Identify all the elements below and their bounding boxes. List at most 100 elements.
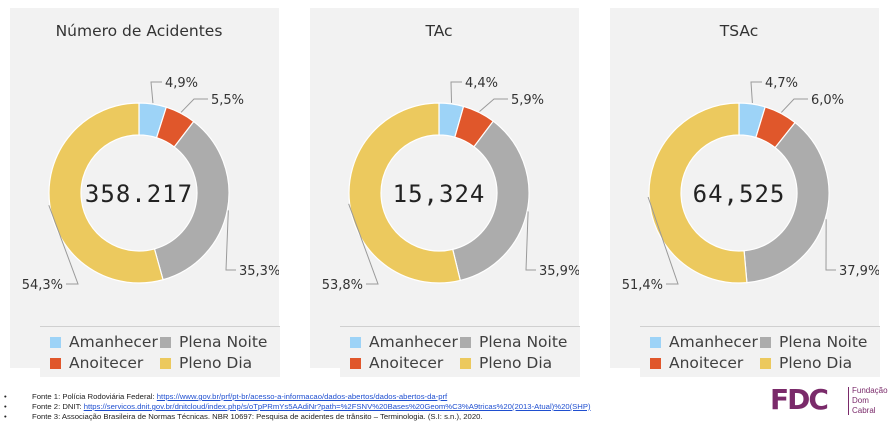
source-1-label: Fonte 1: Polícia Rodoviária Federal: xyxy=(32,392,157,401)
logo-line-3: Cabral xyxy=(852,406,876,415)
slice-pleno-dia xyxy=(348,102,462,284)
data-label-pleno-dia: 51,4% xyxy=(622,278,663,293)
legend-swatch xyxy=(160,357,171,369)
legend-label: Amanhecer xyxy=(669,333,758,351)
legend-label: Plena Noite xyxy=(179,333,268,351)
leader-line xyxy=(750,81,762,104)
leader-line xyxy=(479,98,508,112)
legend-swatch xyxy=(350,357,361,369)
leader-line xyxy=(780,98,808,113)
source-line-3: • Fonte 3: Associação Brasileira de Norma… xyxy=(4,412,744,422)
leader-line xyxy=(450,81,462,103)
leader-line xyxy=(348,203,379,285)
data-label-plena-noite: 35,9% xyxy=(539,264,579,279)
legend-swatch xyxy=(50,336,61,348)
legend-label: Amanhecer xyxy=(69,333,158,351)
data-label-amanhecer: 4,7% xyxy=(765,76,798,91)
legend-item-anoitecer: Anoitecer xyxy=(50,354,143,372)
source-1-link[interactable]: https://www.gov.br/prf/pt-br/acesso-a-in… xyxy=(156,392,448,401)
donut-chart-numero-de-acidentes: Número de Acidentes 4,9% 5,5% 35,3% 54,3% 358… xyxy=(22,22,279,293)
legend-label: Anoitecer xyxy=(69,354,144,372)
legend-swatch xyxy=(350,336,361,348)
data-label-pleno-dia: 53,8% xyxy=(322,278,363,293)
legend-item-amanhecer: Amanhecer xyxy=(50,333,158,351)
leader-line xyxy=(825,219,836,271)
source-3-text: Fonte 3: Associação Brasileira de Normas… xyxy=(32,412,483,421)
legend-item-pleno-dia: Pleno Dia xyxy=(760,354,852,372)
chart-panel-tsac: TSAc 4,7% 6,0% 37,9% 51,4% 64,525 Amanhecer Pl… xyxy=(610,8,880,377)
legend-label: Pleno Dia xyxy=(779,354,853,372)
legend-item-plena-noite: Plena Noite xyxy=(460,333,567,351)
leader-line xyxy=(180,98,208,113)
bullet: • xyxy=(4,392,7,401)
leader-line xyxy=(150,81,162,104)
legend-item-anoitecer: Anoitecer xyxy=(350,354,443,372)
legend-label: Anoitecer xyxy=(369,354,444,372)
legend-swatch xyxy=(160,336,171,348)
slice-pleno-dia xyxy=(48,102,164,284)
data-label-anoitecer: 5,9% xyxy=(511,93,544,108)
source-2-link[interactable]: https://servicos.dnit.gov.br/dnitcloud/i… xyxy=(83,402,591,411)
leader-line xyxy=(48,205,79,285)
sources-footer: • Fonte 1: Polícia Rodoviária Federal: ht… xyxy=(4,392,744,422)
legend-label: Plena Noite xyxy=(479,333,568,351)
legend-swatch xyxy=(460,357,471,369)
slice-plena-noite xyxy=(153,120,230,281)
logo-mark: FDC xyxy=(770,383,829,416)
data-label-plena-noite: 37,9% xyxy=(839,264,879,279)
legend-swatch xyxy=(650,357,661,369)
bullet: • xyxy=(4,402,7,411)
source-line-1: • Fonte 1: Polícia Rodoviária Federal: ht… xyxy=(4,392,744,402)
center-value: 15,324 xyxy=(393,180,486,208)
legend-swatch xyxy=(50,357,61,369)
data-label-anoitecer: 5,5% xyxy=(211,93,244,108)
chart-panel-numero-de-acidentes: Número de Acidentes 4,9% 5,5% 35,3% 54,3% 358… xyxy=(10,8,280,377)
bullet: • xyxy=(4,412,7,421)
center-value: 358.217 xyxy=(85,180,193,208)
legend-label: Anoitecer xyxy=(669,354,744,372)
source-line-2: • Fonte 2: DNIT: https://servicos.dnit.go… xyxy=(4,402,744,412)
chart-title: TAc xyxy=(424,22,452,40)
chart-title: Número de Acidentes xyxy=(56,22,223,40)
slice-plena-noite xyxy=(451,120,530,282)
legend-item-amanhecer: Amanhecer xyxy=(350,333,458,351)
legend-label: Pleno Dia xyxy=(179,354,253,372)
chart-title: TSAc xyxy=(719,22,758,40)
legend-swatch xyxy=(650,336,661,348)
data-label-anoitecer: 6,0% xyxy=(811,93,844,108)
logo-line-2: Dom xyxy=(852,396,869,405)
leader-line xyxy=(525,211,536,271)
logo-divider xyxy=(848,387,849,415)
logo-line-1: Fundação xyxy=(852,386,888,395)
legend-swatch xyxy=(760,357,771,369)
legend-label: Pleno Dia xyxy=(479,354,553,372)
legend-swatch xyxy=(760,336,771,348)
data-label-amanhecer: 4,4% xyxy=(465,76,498,91)
legend-item-plena-noite: Plena Noite xyxy=(160,333,267,351)
legend: Amanhecer Plena Noite Anoitecer Pleno Dia xyxy=(40,326,280,377)
legend-item-pleno-dia: Pleno Dia xyxy=(460,354,552,372)
legend-item-anoitecer: Anoitecer xyxy=(650,354,743,372)
legend-label: Plena Noite xyxy=(779,333,868,351)
legend-item-plena-noite: Plena Noite xyxy=(760,333,867,351)
slice-pleno-dia xyxy=(648,102,748,284)
source-2-label: Fonte 2: DNIT: xyxy=(32,402,84,411)
chart-panel-tac: TAc 4,4% 5,9% 35,9% 53,8% 15,324 Amanhecer Ple… xyxy=(310,8,580,377)
legend-swatch xyxy=(460,336,471,348)
leader-line xyxy=(225,210,236,271)
data-label-plena-noite: 35,3% xyxy=(239,264,279,279)
data-label-amanhecer: 4,9% xyxy=(165,76,198,91)
legend-item-amanhecer: Amanhecer xyxy=(650,333,758,351)
legend: Amanhecer Plena Noite Anoitecer Pleno Dia xyxy=(340,326,580,377)
legend: Amanhecer Plena Noite Anoitecer Pleno Dia xyxy=(640,326,880,377)
legend-item-pleno-dia: Pleno Dia xyxy=(160,354,252,372)
logo-wordmark: Fundação Dom Cabral xyxy=(852,386,888,416)
donut-chart-tac: TAc 4,4% 5,9% 35,9% 53,8% 15,324 xyxy=(322,22,579,293)
fdc-logo: FDC Fundação Dom Cabral xyxy=(770,383,888,418)
legend-label: Amanhecer xyxy=(369,333,458,351)
center-value: 64,525 xyxy=(693,180,786,208)
slice-plena-noite xyxy=(743,121,830,284)
donut-chart-tsac: TSAc 4,7% 6,0% 37,9% 51,4% 64,525 xyxy=(622,22,879,293)
data-label-pleno-dia: 54,3% xyxy=(22,278,63,293)
leader-line xyxy=(647,196,679,285)
